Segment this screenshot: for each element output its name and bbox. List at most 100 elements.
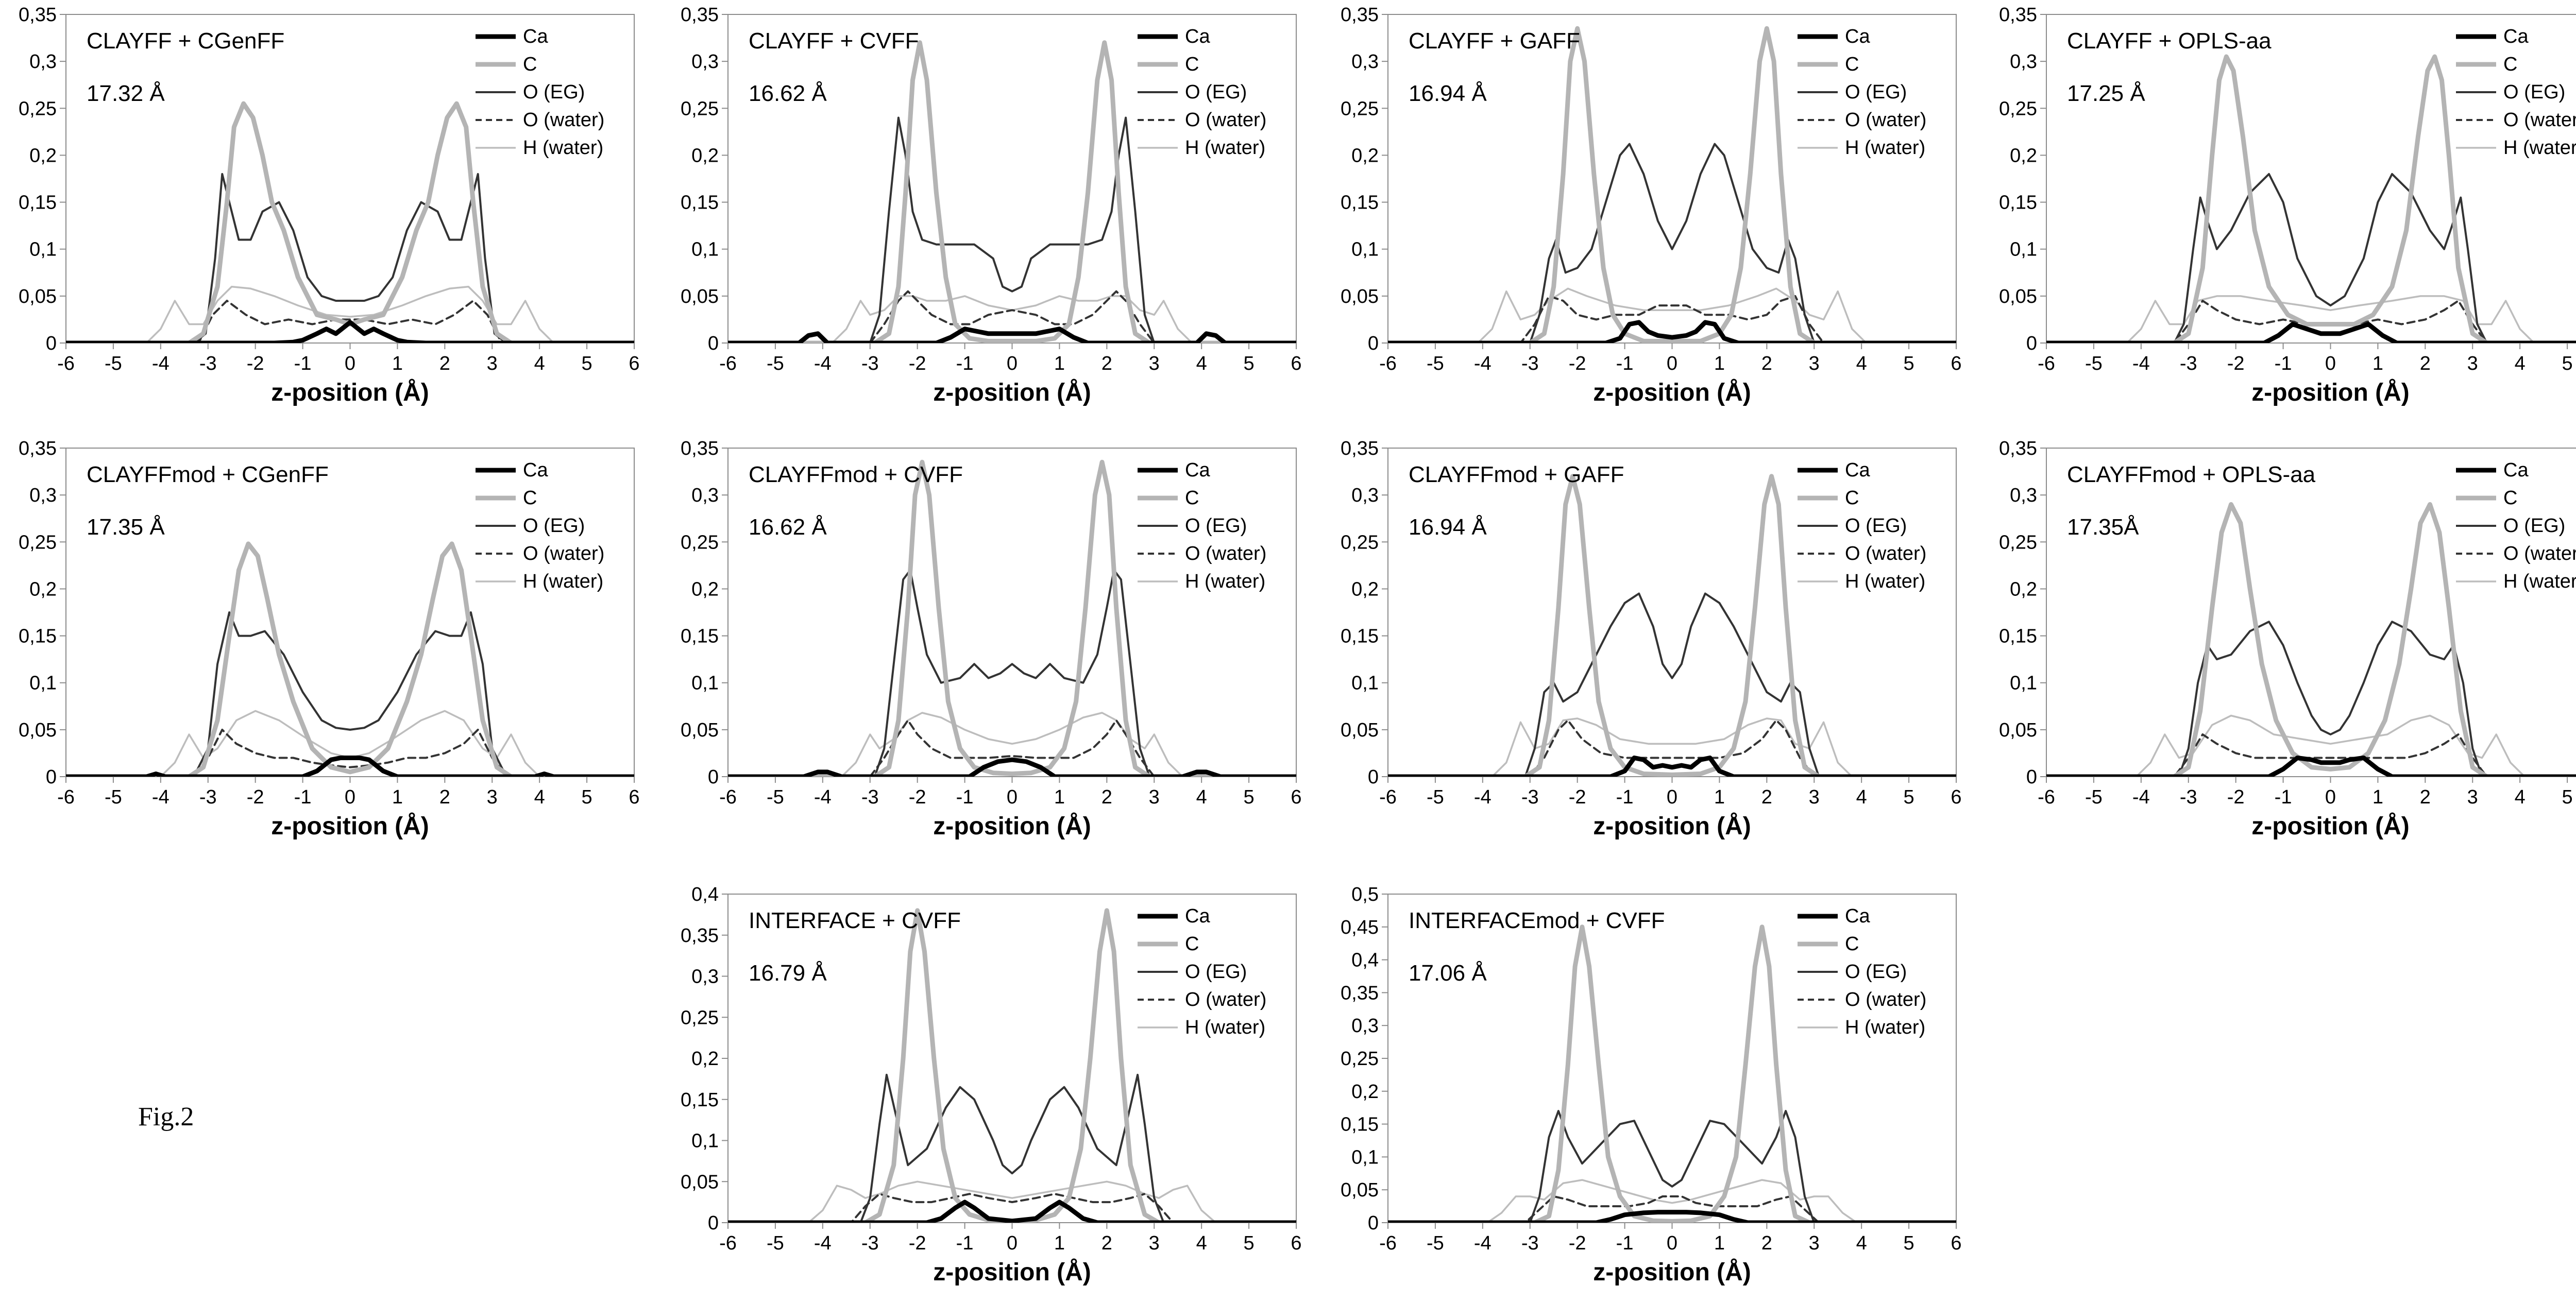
series-line-o-water: [728, 290, 1296, 343]
y-tick-label: 0,05: [1999, 286, 2037, 307]
legend-label: H (water): [523, 137, 603, 159]
series-line-c: [1388, 924, 1956, 1223]
x-tick-label: 4: [1196, 786, 1207, 808]
x-tick-label: 3: [1149, 353, 1160, 374]
y-tick-label: 0,25: [1999, 98, 2037, 119]
x-axis-label: z-position (Å): [933, 1258, 1091, 1286]
y-tick-label: 0: [708, 766, 719, 788]
x-axis-label: z-position (Å): [271, 379, 429, 406]
x-tick-label: 5: [1244, 1232, 1255, 1254]
x-tick-label: 2: [1101, 353, 1112, 374]
x-tick-label: 5: [582, 353, 592, 374]
x-tick-label: -5: [767, 786, 784, 808]
y-tick-label: 0,25: [681, 1007, 719, 1028]
y-tick-label: 0,05: [1341, 1179, 1379, 1201]
panel-value: 17.32 Å: [87, 81, 165, 106]
y-tick-label: 0,1: [2010, 673, 2037, 694]
x-tick-label: -1: [956, 1232, 974, 1254]
x-axis-label: z-position (Å): [2251, 812, 2410, 840]
x-tick-label: -1: [1616, 1232, 1634, 1254]
legend-label: H (water): [1845, 571, 1925, 592]
legend-label: O (EG): [1845, 515, 1907, 537]
x-tick-label: -3: [861, 786, 879, 808]
x-tick-label: -1: [2275, 786, 2292, 808]
legend-label: O (water): [523, 109, 604, 131]
legend-label: C: [1185, 487, 1199, 509]
y-tick-label: 0: [46, 766, 57, 788]
legend-label: O (water): [2503, 543, 2576, 564]
x-tick-label: -3: [1521, 353, 1539, 374]
x-tick-label: 3: [1149, 786, 1160, 808]
y-tick-label: 0,35: [681, 4, 719, 26]
y-tick-label: 0,05: [1999, 719, 2037, 741]
x-tick-label: 4: [534, 786, 545, 808]
x-tick-label: -4: [814, 1232, 832, 1254]
x-tick-label: -5: [105, 353, 122, 374]
y-tick-label: 0,25: [1999, 532, 2037, 553]
x-tick-label: 0: [2325, 786, 2336, 808]
x-tick-label: 6: [1951, 786, 1961, 808]
y-tick-label: 0,3: [29, 51, 57, 73]
x-tick-label: -1: [1616, 786, 1634, 808]
x-tick-label: -1: [1616, 353, 1634, 374]
x-tick-label: -4: [2132, 786, 2150, 808]
plot-frame: [65, 14, 635, 344]
x-tick-label: 6: [1291, 786, 1301, 808]
x-tick-label: 4: [1856, 353, 1867, 374]
panel-value: 16.62 Å: [749, 515, 827, 540]
legend-label: O (EG): [1185, 81, 1247, 103]
x-tick-label: -3: [861, 353, 879, 374]
series-line-ca: [2046, 756, 2576, 777]
y-tick-label: 0,2: [1351, 578, 1379, 600]
y-tick-label: 0,2: [1351, 1081, 1379, 1103]
x-tick-label: -5: [1427, 786, 1444, 808]
y-tick-label: 0,3: [691, 966, 719, 988]
legend-label: C: [1845, 54, 1859, 75]
chart-panel-3: 0 0,05 0,1 0,15 0,2 0,25 0,3 0,35 -6 -5 -4 -3 -2 -1 0 1…: [1341, 4, 1962, 406]
x-tick-label: 1: [1054, 1232, 1065, 1254]
chart-panel-5: 0 0,05 0,1 0,15 0,2 0,25 0,3 0,35 -6 -5 -4 -3 -2 -1 0 1…: [19, 438, 640, 840]
x-tick-label: -2: [909, 353, 926, 374]
y-tick-label: 0,05: [1341, 719, 1379, 741]
plot-frame: [1387, 448, 1957, 777]
x-tick-label: -6: [719, 1232, 737, 1254]
panel-title: CLAYFFmod + OPLS-aa: [2067, 462, 2316, 487]
x-tick-label: -6: [719, 786, 737, 808]
y-tick-label: 0,2: [691, 1048, 719, 1070]
y-tick-label: 0,25: [681, 532, 719, 553]
x-tick-label: 6: [1951, 1232, 1961, 1254]
plot-frame: [1387, 894, 1957, 1223]
panel-value: 17.35Å: [2067, 515, 2139, 540]
x-tick-label: -5: [2085, 786, 2103, 808]
x-tick-label: 6: [1291, 353, 1301, 374]
legend-label: O (EG): [523, 81, 585, 103]
panel-title: INTERFACEmod + CVFF: [1409, 908, 1665, 933]
x-tick-label: -3: [199, 786, 217, 808]
y-tick-label: 0: [1368, 333, 1379, 354]
series-line-o-eg: [1388, 1110, 1956, 1223]
series-line-o-eg: [2046, 621, 2576, 777]
series-line-c: [1388, 26, 1956, 343]
series-line-o-water: [1388, 719, 1956, 777]
x-tick-label: -1: [956, 353, 974, 374]
y-tick-label: 0: [1368, 766, 1379, 788]
x-tick-label: 5: [1904, 353, 1914, 374]
y-tick-label: 0,1: [29, 673, 57, 694]
x-tick-label: 1: [1054, 786, 1065, 808]
y-tick-label: 0,35: [1341, 982, 1379, 1004]
x-tick-label: 1: [2372, 353, 2383, 374]
series-line-c: [1388, 474, 1956, 777]
series-line-ca: [2046, 322, 2576, 343]
y-tick-label: 0,25: [681, 98, 719, 119]
x-axis-label: z-position (Å): [2251, 379, 2410, 406]
x-tick-label: -2: [909, 786, 926, 808]
panel-title: CLAYFF + OPLS-aa: [2067, 28, 2272, 54]
y-tick-label: 0,35: [1341, 4, 1379, 26]
legend-label: Ca: [523, 26, 548, 47]
x-tick-label: 4: [534, 353, 545, 374]
series-line-ca: [1388, 1210, 1956, 1223]
x-tick-label: 0: [1667, 1232, 1677, 1254]
legend-label: C: [2503, 487, 2517, 509]
x-axis-label: z-position (Å): [1593, 1258, 1751, 1286]
y-tick-label: 0,15: [1341, 192, 1379, 214]
